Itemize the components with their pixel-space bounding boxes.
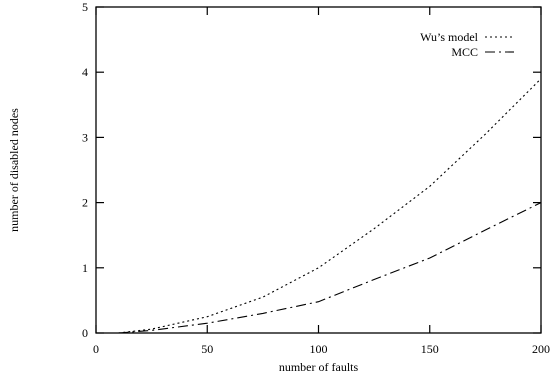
legend-label: MCC [451, 45, 478, 59]
x-tick-label: 150 [421, 342, 439, 356]
series-layer [118, 78, 542, 334]
x-tick-label: 50 [201, 342, 213, 356]
y-tick-label: 3 [82, 130, 88, 144]
x-tick-label: 0 [93, 342, 99, 356]
y-tick-label: 0 [82, 326, 88, 340]
axis-tick-labels: 0 50 100 150 200 0 1 2 3 4 5 [82, 0, 550, 356]
y-axis-label: number of disabled nodes [7, 108, 21, 232]
x-axis-label: number of faults [279, 360, 359, 374]
series-line-wus-model [118, 78, 542, 334]
y-tick-label: 2 [82, 196, 88, 210]
series-line-mcc [118, 202, 542, 334]
y-tick-label: 5 [82, 0, 88, 14]
y-tick-label: 1 [82, 261, 88, 275]
x-tick-label: 100 [310, 342, 328, 356]
y-tick-label: 4 [82, 65, 88, 79]
legend-label: Wu’s model [420, 30, 479, 44]
axis-ticks [95, 6, 542, 334]
x-tick-label: 200 [532, 342, 550, 356]
